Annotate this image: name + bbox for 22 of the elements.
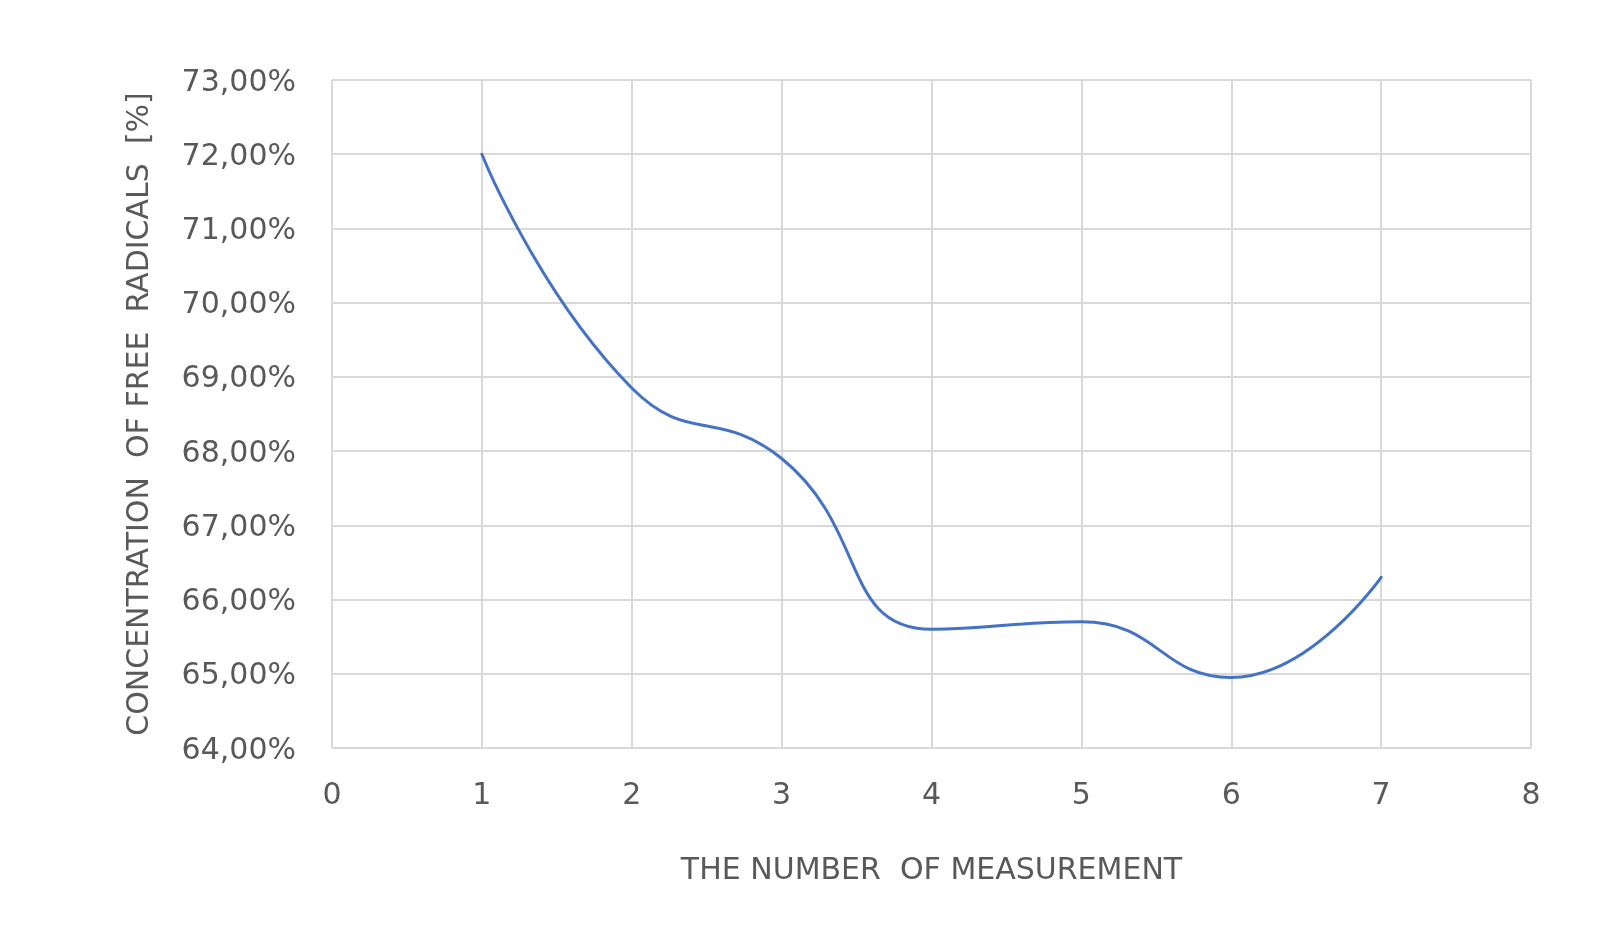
y-tick-label: 69,00% [181,359,296,395]
y-tick-label: 72,00% [181,136,296,172]
y-tick-label: 71,00% [181,210,296,246]
y-tick-label: 68,00% [181,433,296,469]
x-axis-title: THE NUMBER OF MEASUREMENT [679,850,1183,886]
y-tick-label: 66,00% [181,582,296,618]
x-tick-label: 8 [1521,775,1541,811]
y-tick-label: 67,00% [181,507,296,543]
x-tick-label: 0 [322,775,342,811]
y-tick-label: 73,00% [181,62,296,98]
x-tick-label: 7 [1371,775,1391,811]
y-tick-label: 70,00% [181,285,296,321]
x-tick-label: 2 [622,775,642,811]
line-series [480,152,1383,679]
y-axis-title: CONCENTRATION OF FREE RADICALS [%] [119,92,155,736]
x-tick-label: 1 [472,775,492,811]
x-tick-label: 4 [921,775,942,811]
x-tick-label: 6 [1221,775,1241,811]
x-tick-label: 3 [772,775,792,811]
y-tick-label: 64,00% [181,730,296,766]
x-tick-label: 5 [1071,775,1091,811]
y-tick-label: 65,00% [181,656,296,692]
